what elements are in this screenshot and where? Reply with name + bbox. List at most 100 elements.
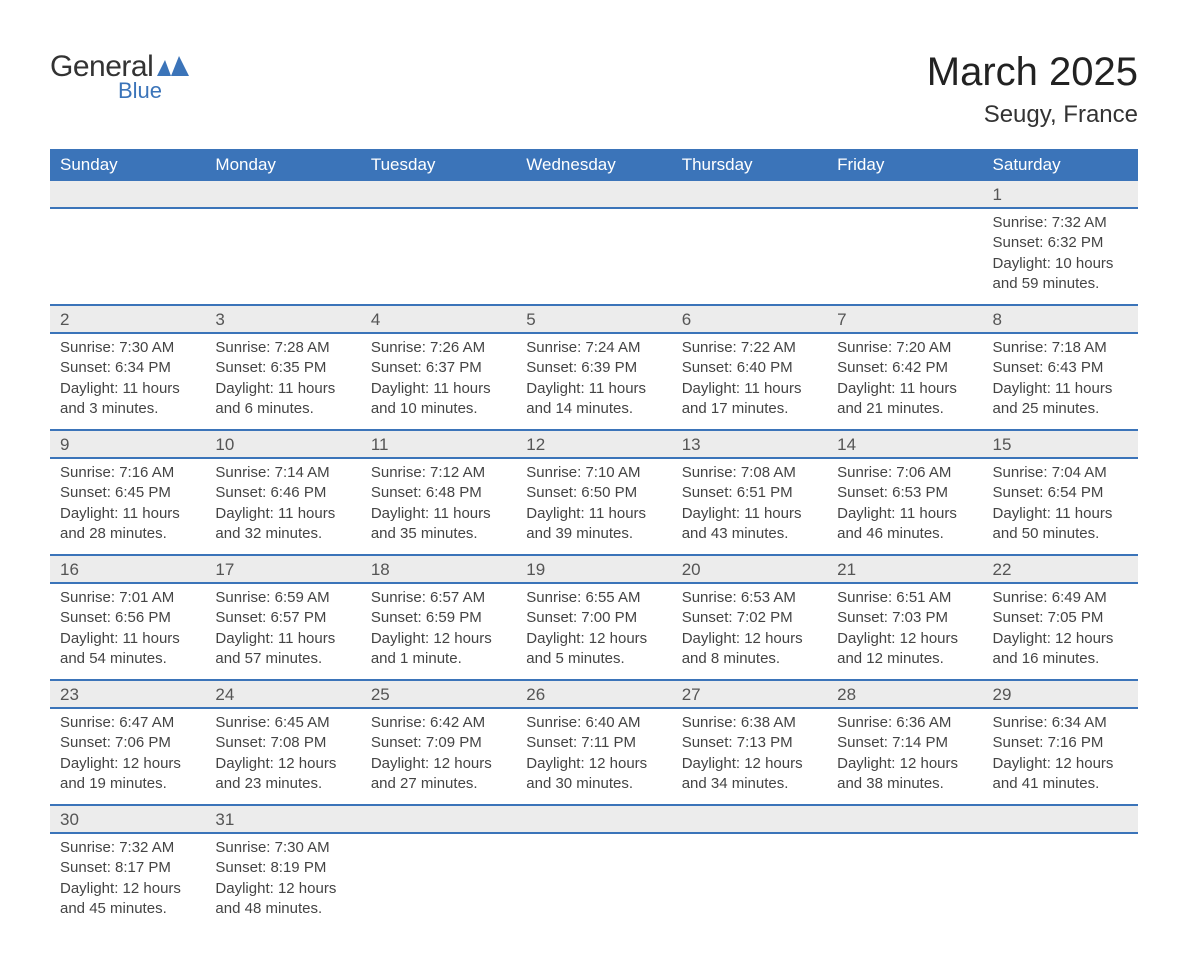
daylight-text: Daylight: 11 hours and 57 minutes. bbox=[215, 629, 350, 670]
day-number: 11 bbox=[371, 435, 389, 454]
day-number-cell bbox=[361, 181, 516, 208]
daylight-text: Daylight: 12 hours and 19 minutes. bbox=[60, 754, 195, 795]
weekday-header: Monday bbox=[205, 149, 360, 181]
weekday-header-row: Sunday Monday Tuesday Wednesday Thursday… bbox=[50, 149, 1138, 181]
day-number: 22 bbox=[993, 560, 1012, 579]
day-number-cell: 4 bbox=[361, 305, 516, 333]
day-detail-cell: Sunrise: 6:34 AMSunset: 7:16 PMDaylight:… bbox=[983, 708, 1138, 805]
sunrise-text: Sunrise: 6:51 AM bbox=[837, 588, 972, 608]
day-number-cell: 31 bbox=[205, 805, 360, 833]
daylight-text: Daylight: 11 hours and 3 minutes. bbox=[60, 379, 195, 420]
daylight-text: Daylight: 12 hours and 5 minutes. bbox=[526, 629, 661, 670]
day-detail-cell: Sunrise: 6:59 AMSunset: 6:57 PMDaylight:… bbox=[205, 583, 360, 680]
daylight-text: Daylight: 12 hours and 45 minutes. bbox=[60, 879, 195, 920]
day-number: 26 bbox=[526, 685, 545, 704]
day-number: 8 bbox=[993, 310, 1002, 329]
day-number-cell: 30 bbox=[50, 805, 205, 833]
day-detail-cell bbox=[672, 208, 827, 305]
day-number-cell bbox=[205, 181, 360, 208]
day-number-cell: 28 bbox=[827, 680, 982, 708]
day-detail-cell: Sunrise: 6:57 AMSunset: 6:59 PMDaylight:… bbox=[361, 583, 516, 680]
daynum-row: 30 31 bbox=[50, 805, 1138, 833]
sunset-text: Sunset: 6:59 PM bbox=[371, 608, 506, 628]
daylight-text: Daylight: 11 hours and 35 minutes. bbox=[371, 504, 506, 545]
day-detail-cell: Sunrise: 7:06 AMSunset: 6:53 PMDaylight:… bbox=[827, 458, 982, 555]
day-detail-cell bbox=[361, 208, 516, 305]
day-detail-cell: Sunrise: 7:32 AMSunset: 6:32 PMDaylight:… bbox=[983, 208, 1138, 305]
day-detail-cell: Sunrise: 6:36 AMSunset: 7:14 PMDaylight:… bbox=[827, 708, 982, 805]
day-number: 2 bbox=[60, 310, 69, 329]
day-number-cell: 21 bbox=[827, 555, 982, 583]
day-number-cell: 19 bbox=[516, 555, 671, 583]
day-number: 10 bbox=[215, 435, 234, 454]
day-number-cell bbox=[516, 805, 671, 833]
daynum-row: 2345678 bbox=[50, 305, 1138, 333]
day-detail-cell: Sunrise: 6:45 AMSunset: 7:08 PMDaylight:… bbox=[205, 708, 360, 805]
day-detail-cell: Sunrise: 6:42 AMSunset: 7:09 PMDaylight:… bbox=[361, 708, 516, 805]
sunset-text: Sunset: 6:45 PM bbox=[60, 483, 195, 503]
day-number: 31 bbox=[215, 810, 234, 829]
daylight-text: Daylight: 11 hours and 25 minutes. bbox=[993, 379, 1128, 420]
sunset-text: Sunset: 6:35 PM bbox=[215, 358, 350, 378]
daylight-text: Daylight: 12 hours and 34 minutes. bbox=[682, 754, 817, 795]
sunrise-text: Sunrise: 7:20 AM bbox=[837, 338, 972, 358]
day-number: 24 bbox=[215, 685, 234, 704]
day-number-cell: 18 bbox=[361, 555, 516, 583]
day-number-cell: 27 bbox=[672, 680, 827, 708]
sunrise-text: Sunrise: 7:12 AM bbox=[371, 463, 506, 483]
daylight-text: Daylight: 12 hours and 1 minute. bbox=[371, 629, 506, 670]
sunrise-text: Sunrise: 6:42 AM bbox=[371, 713, 506, 733]
day-number: 25 bbox=[371, 685, 390, 704]
sunset-text: Sunset: 7:06 PM bbox=[60, 733, 195, 753]
day-detail-cell bbox=[516, 208, 671, 305]
brand-word-2: Blue bbox=[118, 78, 162, 104]
day-number-cell bbox=[516, 181, 671, 208]
day-number-cell bbox=[983, 805, 1138, 833]
day-number-cell bbox=[672, 181, 827, 208]
daylight-text: Daylight: 12 hours and 48 minutes. bbox=[215, 879, 350, 920]
day-number: 21 bbox=[837, 560, 856, 579]
day-detail-cell: Sunrise: 6:47 AMSunset: 7:06 PMDaylight:… bbox=[50, 708, 205, 805]
weekday-header: Wednesday bbox=[516, 149, 671, 181]
sunset-text: Sunset: 7:13 PM bbox=[682, 733, 817, 753]
sunrise-text: Sunrise: 6:59 AM bbox=[215, 588, 350, 608]
day-number: 17 bbox=[215, 560, 234, 579]
day-number: 19 bbox=[526, 560, 545, 579]
sunrise-text: Sunrise: 7:10 AM bbox=[526, 463, 661, 483]
day-number: 1 bbox=[993, 185, 1002, 204]
day-number: 13 bbox=[682, 435, 701, 454]
day-number: 3 bbox=[215, 310, 224, 329]
sunrise-text: Sunrise: 7:14 AM bbox=[215, 463, 350, 483]
day-number-cell: 14 bbox=[827, 430, 982, 458]
title-block: March 2025 Seugy, France bbox=[927, 50, 1138, 129]
day-number-cell: 9 bbox=[50, 430, 205, 458]
sunrise-text: Sunrise: 6:45 AM bbox=[215, 713, 350, 733]
daylight-text: Daylight: 11 hours and 54 minutes. bbox=[60, 629, 195, 670]
daylight-text: Daylight: 12 hours and 8 minutes. bbox=[682, 629, 817, 670]
daynum-row: 16 17 18 19 20 21 22 bbox=[50, 555, 1138, 583]
day-detail-cell: Sunrise: 7:24 AMSunset: 6:39 PMDaylight:… bbox=[516, 333, 671, 430]
day-number-cell: 2 bbox=[50, 305, 205, 333]
day-number-cell: 16 bbox=[50, 555, 205, 583]
day-number-cell: 13 bbox=[672, 430, 827, 458]
sunrise-text: Sunrise: 7:30 AM bbox=[60, 338, 195, 358]
sunrise-text: Sunrise: 6:49 AM bbox=[993, 588, 1128, 608]
sunset-text: Sunset: 6:48 PM bbox=[371, 483, 506, 503]
day-detail-cell: Sunrise: 7:28 AMSunset: 6:35 PMDaylight:… bbox=[205, 333, 360, 430]
calendar-table: Sunday Monday Tuesday Wednesday Thursday… bbox=[50, 149, 1138, 929]
day-detail-cell: Sunrise: 7:12 AMSunset: 6:48 PMDaylight:… bbox=[361, 458, 516, 555]
day-number-cell: 17 bbox=[205, 555, 360, 583]
day-number: 28 bbox=[837, 685, 856, 704]
day-number-cell: 5 bbox=[516, 305, 671, 333]
day-number: 5 bbox=[526, 310, 535, 329]
daylight-text: Daylight: 12 hours and 30 minutes. bbox=[526, 754, 661, 795]
sunset-text: Sunset: 7:16 PM bbox=[993, 733, 1128, 753]
day-number-cell: 20 bbox=[672, 555, 827, 583]
day-detail-cell: Sunrise: 7:18 AMSunset: 6:43 PMDaylight:… bbox=[983, 333, 1138, 430]
day-number-cell: 7 bbox=[827, 305, 982, 333]
day-number: 30 bbox=[60, 810, 79, 829]
day-detail-cell: Sunrise: 6:55 AMSunset: 7:00 PMDaylight:… bbox=[516, 583, 671, 680]
day-detail-cell: Sunrise: 7:16 AMSunset: 6:45 PMDaylight:… bbox=[50, 458, 205, 555]
day-number-cell bbox=[361, 805, 516, 833]
day-detail-cell: Sunrise: 7:08 AMSunset: 6:51 PMDaylight:… bbox=[672, 458, 827, 555]
